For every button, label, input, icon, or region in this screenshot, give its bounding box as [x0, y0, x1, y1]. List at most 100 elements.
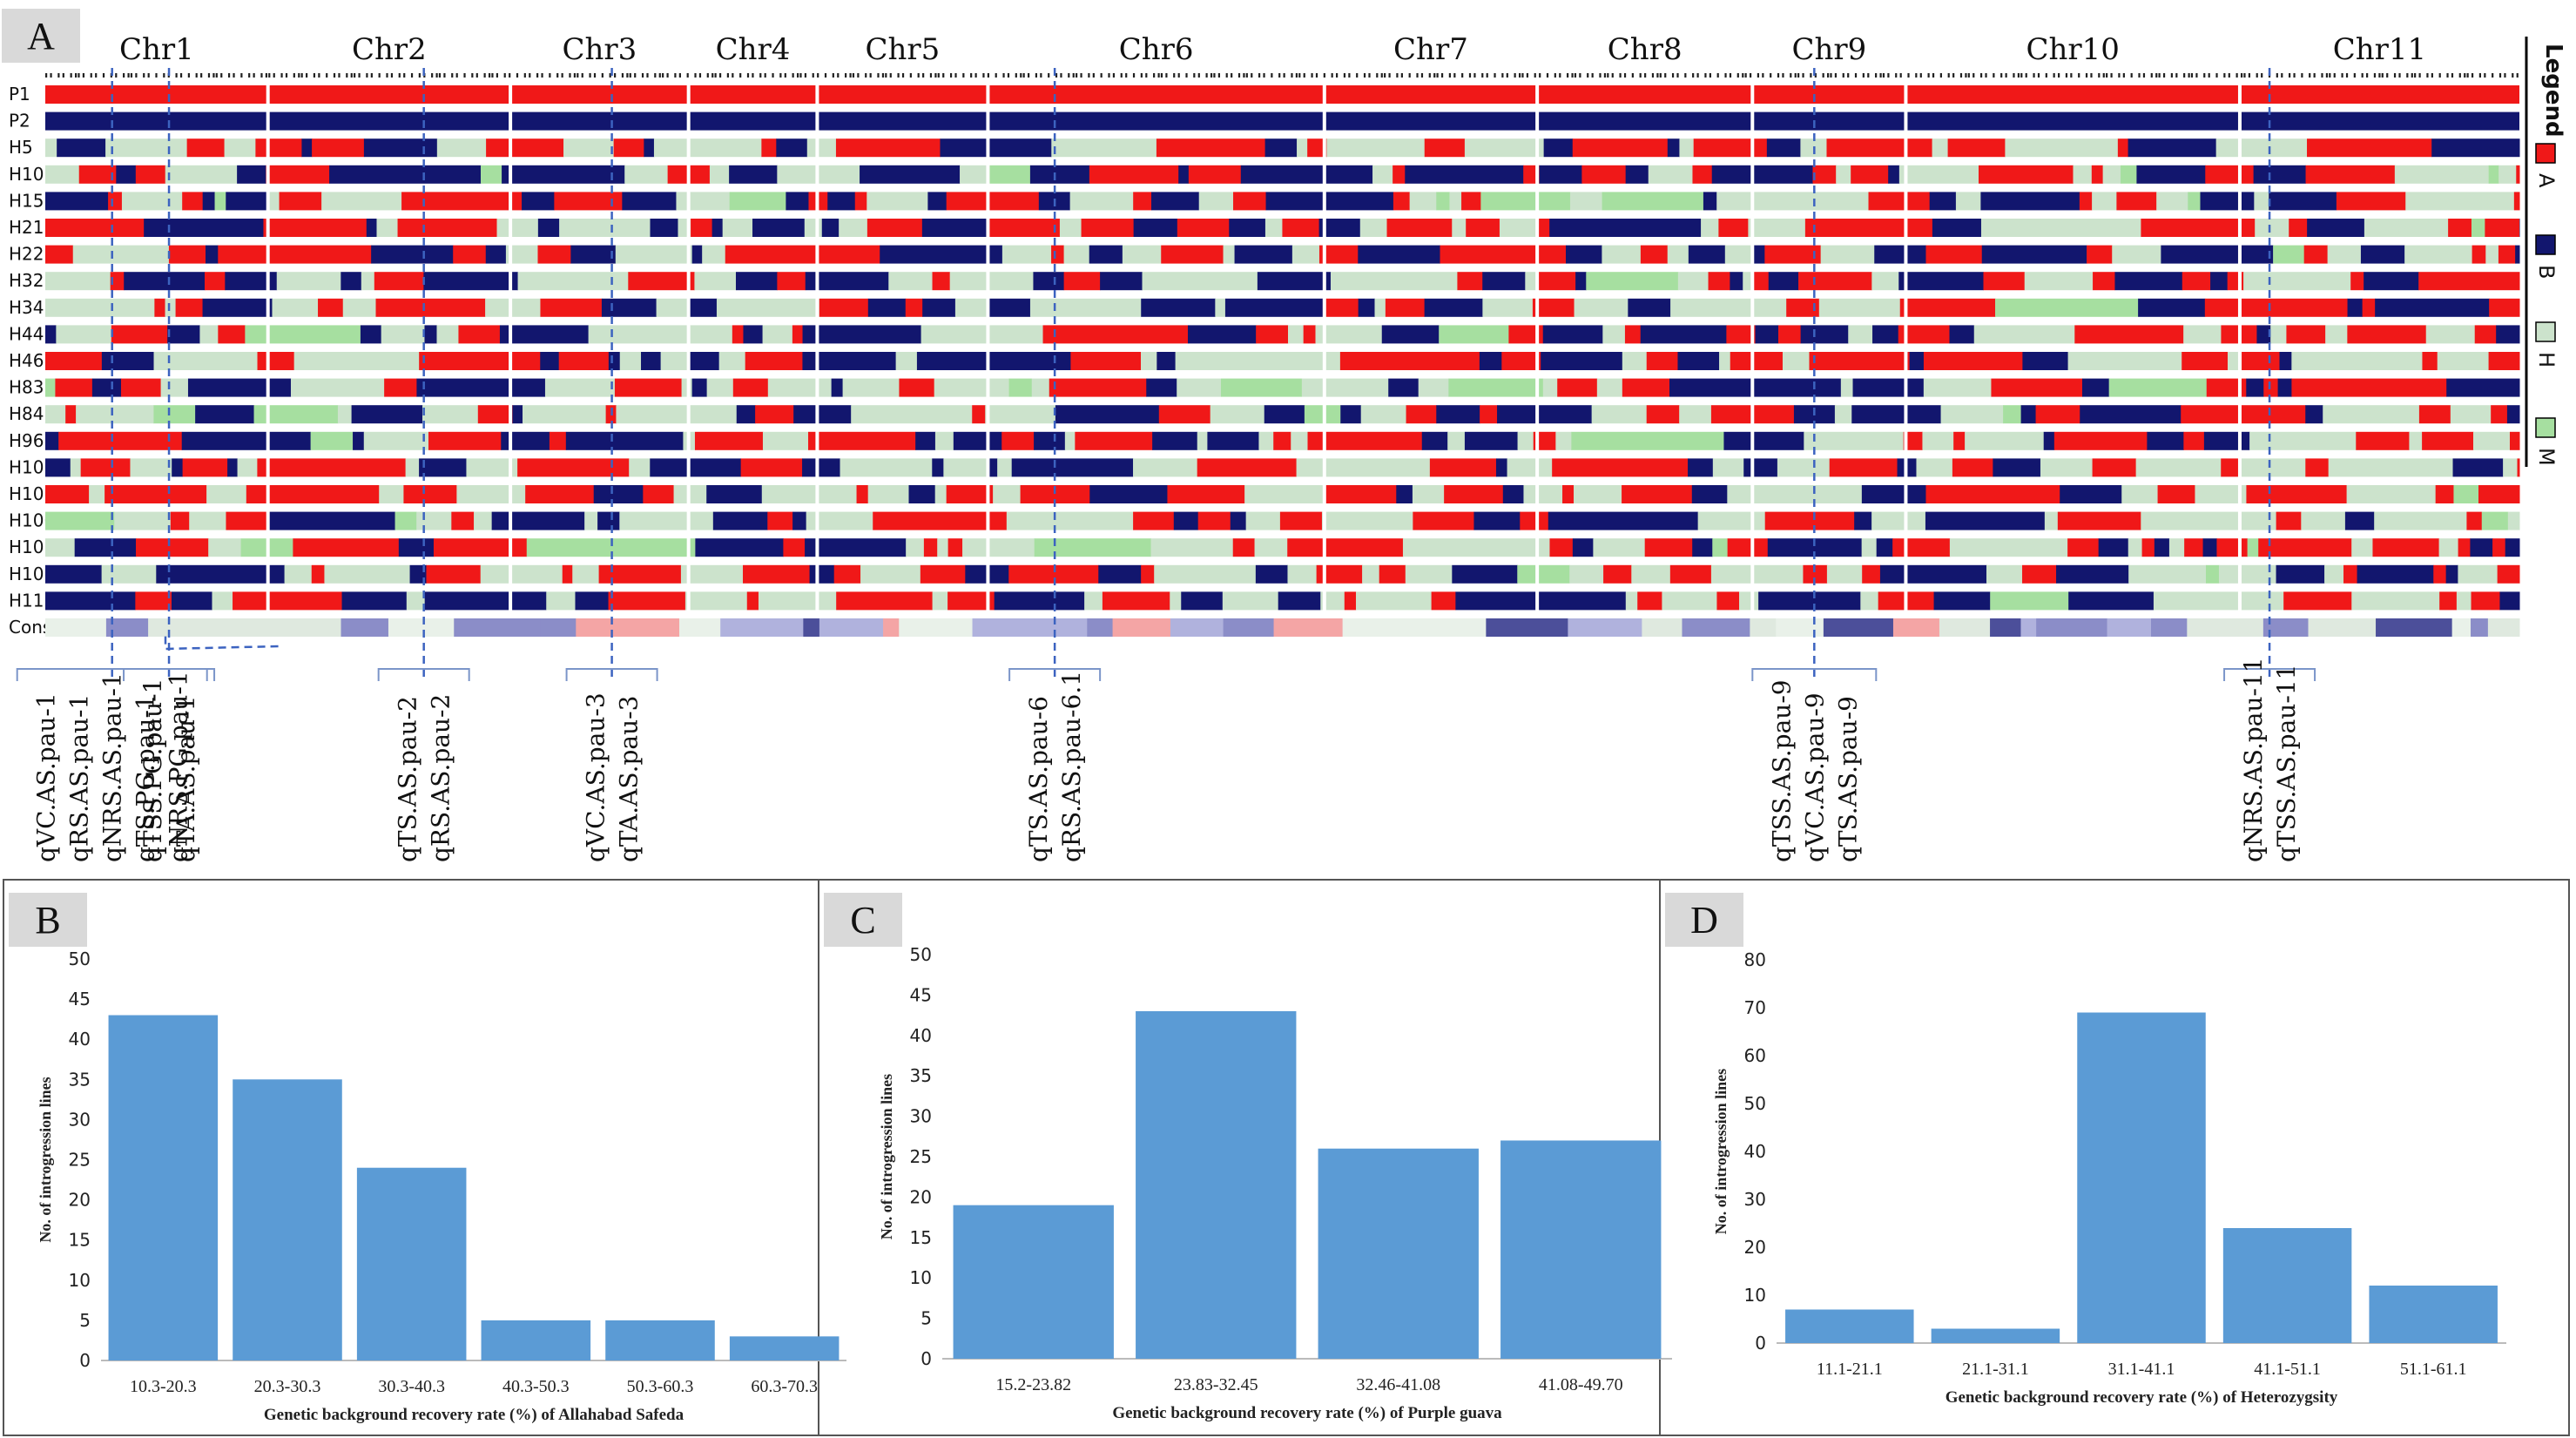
segment — [2108, 378, 2208, 397]
marker-tick — [1237, 73, 1241, 78]
segment — [546, 591, 576, 611]
segment — [1768, 272, 1799, 291]
chromosome-divider — [509, 84, 513, 618]
segment — [1508, 325, 1544, 344]
marker-tick — [175, 73, 178, 78]
segment — [2327, 245, 2362, 264]
segment — [2307, 138, 2432, 158]
qtl-label: qRS.AS.pau-6.1 — [1057, 671, 1086, 862]
marker-tick — [2498, 73, 2502, 78]
segment — [486, 138, 564, 158]
segment — [1436, 405, 1480, 424]
segment — [45, 378, 56, 397]
marker-tick — [1591, 73, 1594, 78]
segment — [1730, 272, 1743, 291]
segment — [1452, 564, 1518, 584]
segment — [2216, 538, 2249, 557]
segment — [1141, 352, 1157, 370]
segment — [1303, 325, 1316, 344]
segment — [1150, 538, 1234, 557]
segment — [363, 431, 429, 450]
segment — [1708, 272, 1730, 291]
segment — [1848, 325, 1873, 344]
segment — [1517, 431, 1534, 450]
marker-tick — [752, 73, 754, 78]
segment — [135, 591, 172, 611]
segment — [1622, 378, 1670, 397]
bar — [2222, 1228, 2352, 1343]
segment — [2135, 458, 2222, 477]
segment — [489, 618, 541, 637]
segment — [474, 511, 493, 530]
marker-tick — [1027, 73, 1030, 78]
segment — [729, 192, 786, 211]
segment — [644, 138, 655, 158]
marker-tick — [265, 73, 268, 78]
genotype-row — [45, 405, 2520, 424]
segment — [2141, 511, 2277, 530]
marker-tick — [285, 73, 288, 78]
marker-tick — [1603, 73, 1607, 78]
marker-tick — [2451, 73, 2454, 78]
segment — [1557, 378, 1598, 397]
segment — [1431, 591, 1456, 611]
segment — [1836, 165, 1851, 184]
marker-tick — [1336, 73, 1339, 78]
genotype-row — [45, 538, 2520, 557]
marker-tick — [2512, 73, 2514, 78]
marker-tick — [1193, 73, 1196, 78]
segment — [554, 192, 623, 211]
segment — [1008, 564, 1099, 584]
marker-tick — [2155, 73, 2158, 78]
marker-tick — [1671, 73, 1675, 78]
marker-tick — [1757, 73, 1760, 78]
segment — [1495, 458, 1508, 477]
marker-tick — [1486, 73, 1488, 78]
segment — [2114, 272, 2183, 291]
segment — [1006, 511, 1134, 530]
segment — [1273, 431, 1291, 450]
y-tick-label: 20 — [1744, 1237, 1766, 1258]
marker-tick — [2085, 73, 2088, 78]
segment — [1342, 618, 1424, 637]
marker-tick — [1639, 73, 1642, 78]
qtl-label: qNRS.PG.pau-1 — [165, 671, 193, 862]
segment — [888, 272, 934, 291]
marker-tick — [901, 73, 905, 78]
marker-tick — [398, 73, 401, 78]
segment — [2156, 192, 2188, 211]
marker-tick — [837, 73, 840, 78]
segment — [1923, 352, 2023, 370]
marker-tick — [1521, 73, 1524, 78]
segment — [831, 378, 844, 397]
segment — [576, 618, 621, 637]
segment — [1542, 325, 1603, 344]
segment — [2507, 511, 2520, 530]
segment — [2301, 511, 2346, 530]
segment — [45, 405, 66, 424]
segment — [972, 405, 986, 424]
segment — [2102, 165, 2121, 184]
segment — [311, 564, 325, 584]
segment — [1662, 591, 1717, 611]
segment — [839, 219, 868, 237]
segment — [2121, 485, 2159, 503]
segment — [2242, 352, 2281, 370]
segment — [819, 618, 884, 637]
segment — [458, 325, 501, 344]
segment — [2128, 538, 2143, 557]
marker-tick — [2025, 73, 2027, 78]
marker-tick — [732, 73, 734, 78]
y-tick-label: 20 — [69, 1190, 91, 1211]
segment — [397, 219, 498, 237]
chromosome-label: Chr10 — [2026, 32, 2119, 67]
segment — [792, 325, 804, 344]
bottom-frame — [3, 879, 2570, 1436]
marker-tick — [260, 73, 263, 78]
segment — [1786, 298, 1820, 317]
segment — [156, 564, 286, 584]
segment — [1175, 352, 1341, 370]
segment — [1861, 485, 1926, 503]
marker-tick — [280, 73, 283, 78]
